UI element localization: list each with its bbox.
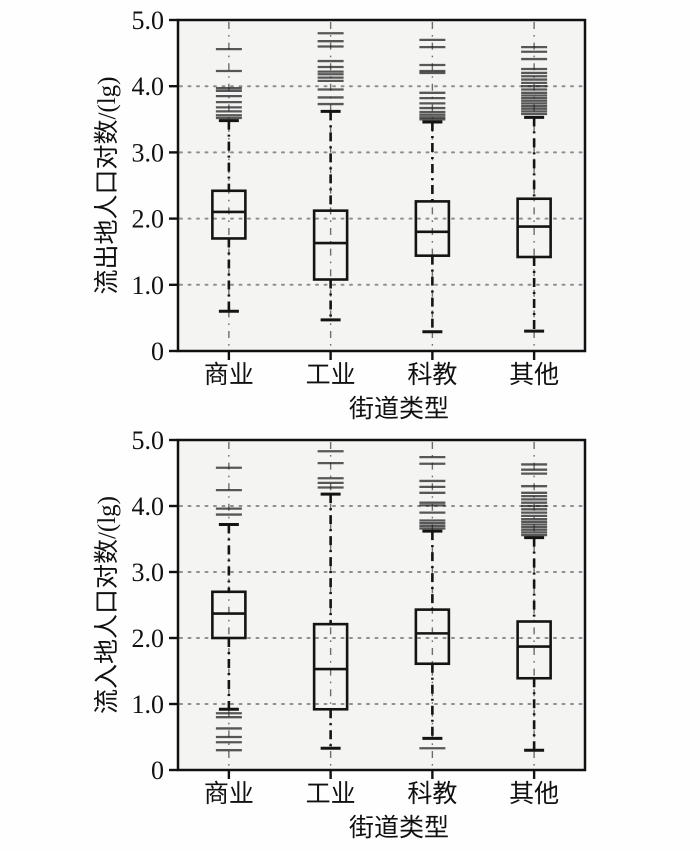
boxplot-outflow-chart-1	[312, 22, 349, 350]
plot-border	[176, 438, 587, 772]
iqr-box	[312, 209, 349, 281]
y-tick-label: 1.0	[132, 690, 165, 719]
x-category-label: 工业	[306, 780, 356, 808]
x-axis-title: 街道类型	[349, 395, 449, 423]
iqr-box	[211, 189, 247, 240]
x-category-label: 科教	[407, 361, 457, 389]
boxplot-outflow-chart-0	[211, 22, 247, 350]
x-category-label: 商业	[204, 361, 254, 389]
iqr-box	[414, 200, 451, 257]
y-tick-label: 4.0	[132, 72, 165, 101]
x-category-label: 科教	[407, 780, 457, 808]
x-category-label: 商业	[204, 780, 254, 808]
boxplot-outflow-chart-3	[516, 22, 552, 350]
y-tick-label: 1.0	[132, 271, 165, 300]
y-tick-label: 0	[151, 337, 164, 366]
iqr-box	[516, 197, 552, 259]
iqr-box	[516, 620, 552, 680]
iqr-box	[211, 590, 247, 640]
x-axis-title: 街道类型	[349, 814, 449, 842]
x-category-label: 其他	[509, 361, 559, 389]
y-axis-title: 流出地人口对数/(lg)	[93, 76, 121, 294]
plot-border	[176, 18, 587, 353]
y-tick-label: 4.0	[132, 492, 165, 521]
y-tick-label: 0	[151, 756, 164, 785]
y-tick-label: 5.0	[132, 6, 165, 35]
boxplot-inflow-chart-3	[516, 442, 552, 769]
y-tick-label: 2.0	[132, 624, 165, 653]
y-tick-label: 3.0	[132, 558, 165, 587]
y-tick-label: 3.0	[132, 138, 165, 167]
iqr-box	[414, 608, 451, 666]
y-tick-label: 5.0	[132, 426, 165, 455]
boxplot-inflow-chart-2	[414, 442, 451, 769]
boxplot-inflow-chart-0	[211, 442, 247, 769]
y-tick-label: 2.0	[132, 205, 165, 234]
x-category-label: 工业	[306, 361, 356, 389]
iqr-box	[312, 622, 349, 711]
boxplot-outflow-chart-2	[414, 22, 451, 350]
x-category-label: 其他	[509, 780, 559, 808]
boxplot-inflow-chart-1	[312, 442, 349, 769]
y-axis-title: 流入地人口对数/(lg)	[93, 496, 121, 714]
plot-area	[178, 20, 585, 351]
